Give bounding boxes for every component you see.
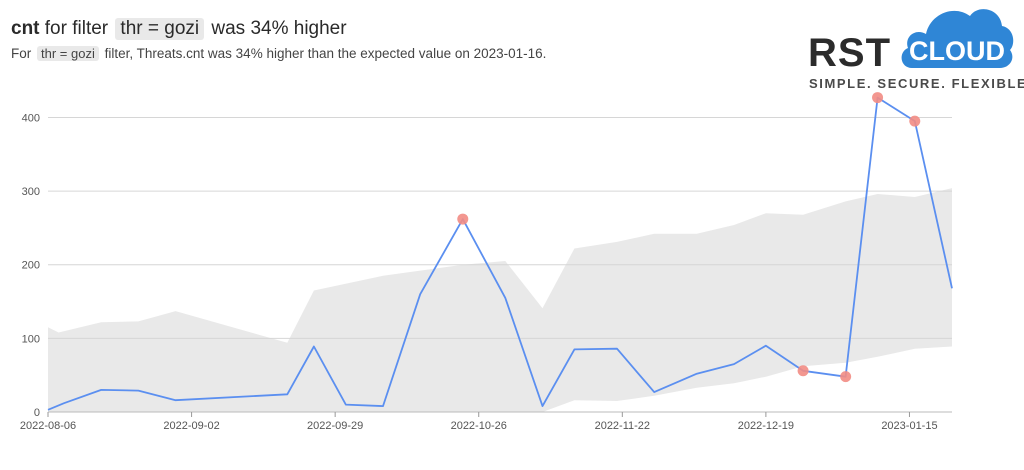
y-tick-label: 400 [22, 112, 40, 124]
logo-tagline: SIMPLE. SECURE. FLEXIBLE. [809, 76, 1024, 91]
x-tick-label: 2022-09-29 [307, 420, 363, 432]
subtitle-post: filter, Threats.cnt was 34% higher than … [104, 46, 547, 61]
anomaly-point [872, 92, 884, 104]
x-tick-label: 2022-08-06 [20, 420, 76, 432]
expected-range-band [48, 188, 952, 412]
chart-title: cnt for filter thr = gozi was 34% higher [11, 18, 546, 40]
anomaly-point [457, 213, 469, 225]
x-tick-label: 2022-12-19 [738, 420, 794, 432]
cloud-icon: CLOUD [901, 9, 1014, 68]
anomaly-point [840, 371, 852, 383]
x-tick-label: 2023-01-15 [881, 420, 937, 432]
x-tick-label: 2022-09-02 [163, 420, 219, 432]
actual-cnt-line [47, 96, 953, 411]
logo-cloud-word: CLOUD [909, 36, 1005, 66]
axis-layer: 0 100 200 300 400 2022-08-06 2022-09-02 2022-09… [20, 112, 952, 432]
y-tick-label: 200 [22, 260, 40, 272]
anomaly-points-layer [457, 92, 921, 383]
y-tick-label: 300 [22, 186, 40, 198]
chart-subtitle: For thr = gozi filter, Threats.cnt was 3… [11, 46, 546, 61]
x-tick-label: 2022-10-26 [451, 420, 507, 432]
subtitle-filter-chip: thr = gozi [37, 46, 99, 61]
title-filter-chip: thr = gozi [115, 18, 205, 40]
anomaly-point [797, 365, 809, 377]
rst-cloud-logo: RST CLOUD SIMPLE. SECURE. FLEXIBLE. [806, 2, 1024, 92]
anomaly-point [909, 115, 921, 127]
title-metric: cnt [11, 18, 40, 39]
subtitle-pre: For [11, 46, 32, 61]
title-post: was 34% higher [211, 18, 347, 39]
y-tick-label: 0 [34, 407, 40, 419]
expected-band-layer [48, 188, 952, 412]
title-pre: for filter [44, 18, 109, 39]
x-tick-label: 2022-11-22 [595, 420, 650, 432]
y-tick-label: 100 [22, 333, 40, 345]
chart-header: cnt for filter thr = gozi was 34% higher… [11, 18, 546, 61]
grid-layer [48, 116, 952, 339]
logo-word: RST [808, 31, 891, 75]
actual-line-layer [47, 96, 953, 411]
